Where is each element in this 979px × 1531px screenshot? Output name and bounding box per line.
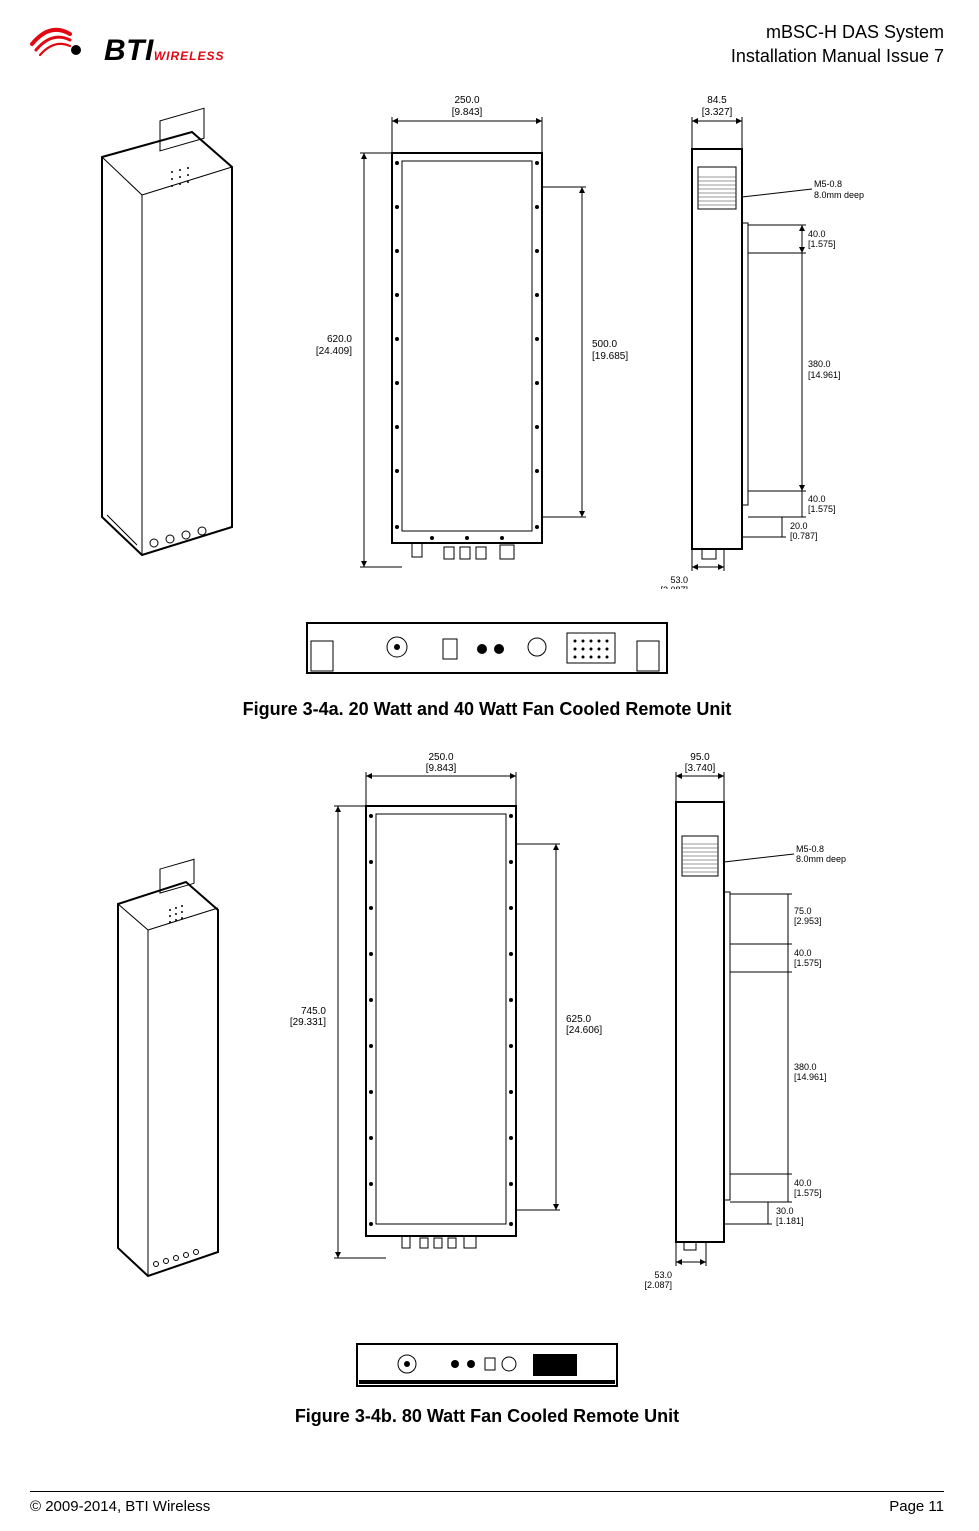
- figure-a-drawing: 250.0 [9.843] 620.0: [52, 87, 922, 589]
- dim-mid: 380.0: [808, 359, 831, 369]
- dim-hole-depth: 8.0mm deep: [814, 190, 864, 200]
- logo-mark-icon: [30, 20, 100, 68]
- logo: BTIWIRELESS: [30, 20, 225, 68]
- header-manual: Installation Manual Issue 7: [731, 44, 944, 68]
- footer-copyright: © 2009-2014, BTI Wireless: [30, 1498, 210, 1515]
- dim-off2: 40.0: [808, 494, 826, 504]
- figb-off2-in: [1.575]: [794, 1188, 822, 1198]
- logo-bti: BTI: [104, 34, 154, 67]
- footer-page: Page 11: [889, 1498, 944, 1515]
- figure-a-region: 250.0 [9.843] 620.0: [30, 87, 944, 720]
- figb-bottom-in: [2.087]: [644, 1280, 672, 1290]
- dim-side-top: 84.5: [707, 95, 727, 106]
- dim-mid-in: [14.961]: [808, 370, 841, 380]
- figb-mid: 380.0: [794, 1062, 817, 1072]
- figure-b-region: 250.0 [9.843] 745.0 [29.331]: [30, 746, 944, 1427]
- dim-bottom: 53.0: [670, 575, 688, 585]
- header-right: mBSC-H DAS System Installation Manual Is…: [731, 20, 944, 69]
- figb-offA-in: [2.953]: [794, 916, 822, 926]
- dim-height-left: 620.0: [327, 334, 352, 345]
- figb-height-right: 625.0: [566, 1014, 591, 1025]
- figure-b-caption: Figure 3-4b. 80 Watt Fan Cooled Remote U…: [30, 1406, 944, 1427]
- figure-a-bottom-panel: [267, 613, 707, 685]
- figb-side-top: 95.0: [690, 752, 710, 763]
- dim-hole: M5-0.8: [814, 179, 842, 189]
- dim-off2-in: [1.575]: [808, 504, 836, 514]
- dim-top-width: 250.0: [454, 95, 479, 106]
- header-system: mBSC-H DAS System: [731, 20, 944, 44]
- logo-text: BTIWIRELESS: [104, 34, 225, 68]
- figure-b-bottom-panel: [337, 1336, 637, 1396]
- dim-off1-in: [1.575]: [808, 239, 836, 249]
- figb-off2: 40.0: [794, 1178, 812, 1188]
- figb-off3-in: [1.181]: [776, 1216, 804, 1226]
- figb-height-right-in: [24.606]: [566, 1025, 602, 1036]
- dim-bottom-in: [2.087]: [660, 585, 688, 589]
- figb-side-top-in: [3.740]: [685, 763, 716, 774]
- figb-mid-in: [14.961]: [794, 1072, 827, 1082]
- figb-height-left: 745.0: [301, 1006, 326, 1017]
- dim-off3-in: [0.787]: [790, 531, 818, 541]
- dim-height-right-in: [19.685]: [592, 351, 628, 362]
- figure-b-drawing: 250.0 [9.843] 745.0 [29.331]: [66, 746, 908, 1306]
- page-header: BTIWIRELESS mBSC-H DAS System Installati…: [30, 20, 944, 69]
- dim-off3: 20.0: [790, 521, 808, 531]
- figb-off1: 40.0: [794, 948, 812, 958]
- figure-a-caption: Figure 3-4a. 20 Watt and 40 Watt Fan Coo…: [30, 699, 944, 720]
- figb-top-width: 250.0: [428, 752, 453, 763]
- dim-off1: 40.0: [808, 229, 826, 239]
- figb-height-left-in: [29.331]: [290, 1017, 326, 1028]
- figb-hole: M5-0.8: [796, 844, 824, 854]
- dim-height-right: 500.0: [592, 339, 617, 350]
- figb-off3: 30.0: [776, 1206, 794, 1216]
- figb-bottom: 53.0: [654, 1270, 672, 1280]
- dim-top-width-in: [9.843]: [452, 107, 483, 118]
- logo-wireless: WIRELESS: [154, 49, 225, 63]
- dim-side-top-in: [3.327]: [702, 107, 733, 118]
- figb-top-width-in: [9.843]: [426, 763, 457, 774]
- figb-off1-in: [1.575]: [794, 958, 822, 968]
- dim-height-left-in: [24.409]: [316, 346, 352, 357]
- figb-hole-depth: 8.0mm deep: [796, 854, 846, 864]
- page-footer: © 2009-2014, BTI Wireless Page 11: [30, 1491, 944, 1515]
- figb-offA: 75.0: [794, 906, 812, 916]
